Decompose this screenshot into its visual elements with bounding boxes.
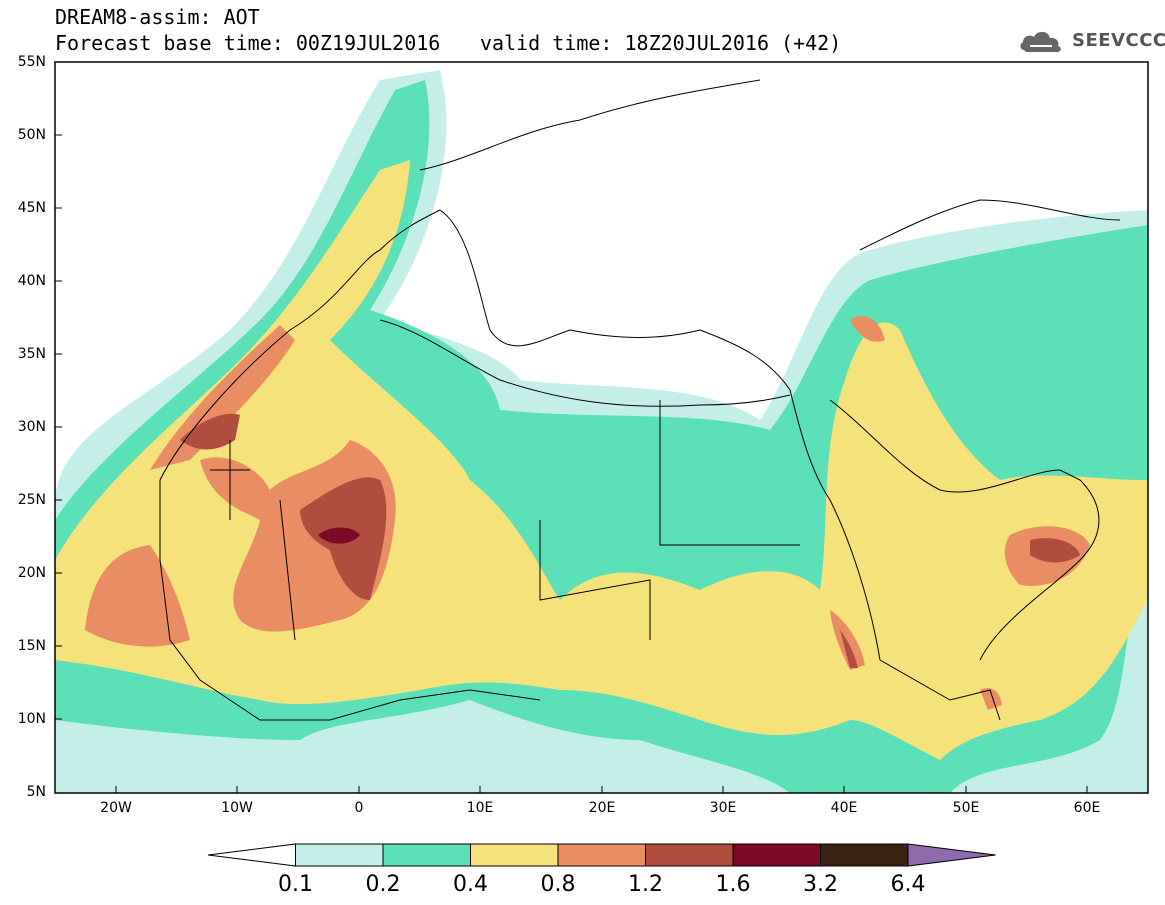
lon-label-20w: 20W — [100, 800, 132, 816]
lat-label-15n: 15N — [17, 638, 46, 654]
lat-label-55n: 55N — [17, 54, 46, 70]
lat-label-35n: 35N — [17, 346, 46, 362]
colorbar-box — [732, 843, 821, 867]
lat-label-45n: 45N — [17, 200, 46, 216]
forecast-base-time: Forecast base time: 00Z19JUL2016 — [55, 31, 441, 55]
map-title: DREAM8-assim: AOT — [55, 5, 260, 29]
colorbar-box — [645, 843, 734, 867]
lat-label-40n: 40N — [17, 273, 46, 289]
colorbar-label: 0.1 — [278, 872, 313, 897]
colorbar-box — [557, 843, 646, 867]
lat-label-20n: 20N — [17, 565, 46, 581]
colorbar-label: 0.4 — [453, 872, 488, 897]
lon-label-20e: 20E — [588, 800, 616, 816]
lon-label-10w: 10W — [221, 800, 253, 816]
lat-label-50n: 50N — [17, 127, 46, 143]
coastlines — [159, 79, 1121, 721]
valid-time: valid time: 18Z20JUL2016 (+42) — [480, 31, 842, 55]
colorbar-label: 0.2 — [365, 872, 401, 897]
colorbar-box — [820, 843, 909, 867]
logo-text: SEEVCCC — [1072, 30, 1165, 51]
cloud-icon — [1020, 31, 1061, 52]
colorbar-box — [470, 843, 559, 867]
colorbar-label: 3.2 — [803, 872, 838, 897]
lon-label-10e: 10E — [466, 800, 494, 816]
lat-label-5n: 5N — [26, 784, 46, 800]
lon-label-30e: 30E — [709, 800, 737, 816]
lon-label-0: 0 — [354, 800, 364, 816]
colorbar-label: 0.8 — [540, 872, 576, 897]
lat-label-25n: 25N — [17, 492, 46, 508]
aot-contours — [55, 70, 1148, 793]
lon-label-60e: 60E — [1073, 800, 1101, 816]
colorbar-label: 1.2 — [628, 872, 663, 897]
colorbar-box — [382, 843, 471, 867]
colorbar-label: 6.4 — [890, 872, 926, 897]
colorbar-arrow-high — [907, 843, 996, 867]
colorbar-arrow-low — [207, 843, 296, 867]
lat-label-30n: 30N — [17, 419, 46, 435]
lon-label-50e: 50E — [952, 800, 980, 816]
colorbar-box — [295, 843, 384, 867]
axis-ticks — [55, 61, 1088, 793]
lat-label-10n: 10N — [17, 711, 46, 727]
colorbar-label: 1.6 — [715, 872, 751, 897]
lon-label-40e: 40E — [830, 800, 858, 816]
